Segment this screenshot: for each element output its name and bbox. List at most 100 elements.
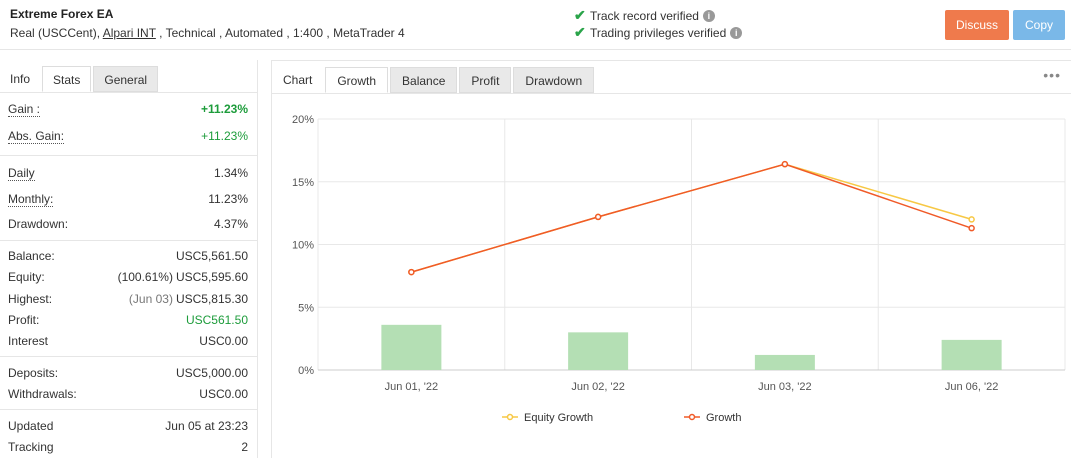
divider xyxy=(0,356,257,357)
info-icon[interactable]: i xyxy=(702,9,715,22)
stat-value: +11.23% xyxy=(200,102,248,116)
stat-label[interactable]: Daily xyxy=(8,166,35,181)
stat-label: Withdrawals: xyxy=(8,387,77,401)
growth-point xyxy=(968,224,975,232)
divider xyxy=(0,240,257,241)
x-tick-label: Jun 03, '22 xyxy=(758,381,811,393)
stat-label[interactable]: Gain : xyxy=(8,102,41,117)
y-tick-label: 10% xyxy=(292,240,314,252)
stat-label: Equity: xyxy=(8,270,45,284)
divider xyxy=(0,155,257,156)
growth-chart-svg: 0% 5% 10% 15% 20% Jun 01, '22 Jun 02, '22 Jun 0… xyxy=(292,114,1066,424)
stat-label[interactable]: Abs. Gain: xyxy=(8,129,65,144)
tab-chart[interactable]: Chart xyxy=(272,67,324,93)
stat-value: USC0.00 xyxy=(199,334,248,348)
legend-swatch-marker xyxy=(688,413,696,421)
stat-tracking: Tracking 2 xyxy=(8,440,248,458)
stat-drawdown: Drawdown: 4.37% xyxy=(8,217,248,235)
y-tick-label: 20% xyxy=(292,114,314,126)
stat-value: USC5,000.00 xyxy=(175,366,248,380)
system-header: Extreme Forex EA Real (USCCent), Alpari … xyxy=(0,0,1071,50)
tab-general[interactable]: General xyxy=(93,66,159,92)
stat-highest: Highest: (Jun 03) USC5,815.30 xyxy=(8,292,248,310)
stat-value-group: (100.61%) USC5,595.60 xyxy=(118,270,248,284)
stat-label: Highest: xyxy=(8,292,53,306)
tab-drawdown[interactable]: Drawdown xyxy=(513,67,595,93)
stat-label: Drawdown: xyxy=(8,217,69,231)
growth-line xyxy=(411,163,972,273)
more-dots-icon[interactable]: ••• xyxy=(1043,67,1061,83)
stat-value: USC5,595.60 xyxy=(175,270,248,284)
discuss-button[interactable]: Discuss xyxy=(945,10,1009,40)
growth-point xyxy=(781,160,789,168)
broker-link[interactable]: Alpari INT xyxy=(102,26,156,40)
chart-tab-bar: Chart Growth Balance Profit Drawdown xyxy=(272,67,596,93)
divider xyxy=(0,409,257,410)
stat-gain: Gain : +11.23% xyxy=(8,102,248,120)
stat-profit: Profit: USC561.50 xyxy=(8,313,248,331)
tab-balance[interactable]: Balance xyxy=(390,67,458,93)
stat-value: 2 xyxy=(241,440,248,454)
equity-percent: (100.61%) xyxy=(117,270,173,284)
system-title: Extreme Forex EA xyxy=(10,7,114,21)
daily-bar xyxy=(754,354,815,370)
stat-value: 1.34% xyxy=(213,166,248,180)
stat-deposits: Deposits: USC5,000.00 xyxy=(8,366,248,384)
stat-label: Interest xyxy=(8,334,49,348)
stat-withdrawals: Withdrawals: USC0.00 xyxy=(8,387,248,405)
y-tick-label: 0% xyxy=(298,365,314,377)
growth-point xyxy=(408,268,415,276)
system-details: , Technical , Automated , 1:400 , MetaTr… xyxy=(155,26,405,40)
chart-panel: Chart Growth Balance Profit Drawdown •••… xyxy=(271,60,1071,458)
stat-monthly: Monthly: 11.23% xyxy=(8,192,248,210)
track-record-verified: ✔ Track record verified i xyxy=(574,7,715,24)
checkmark-icon: ✔ xyxy=(574,7,586,23)
copy-button[interactable]: Copy xyxy=(1013,10,1065,40)
stat-equity: Equity: (100.61%) USC5,595.60 xyxy=(8,270,248,288)
tab-info[interactable]: Info xyxy=(0,66,41,92)
x-tick-label: Jun 06, '22 xyxy=(945,381,998,393)
stat-label[interactable]: Monthly: xyxy=(8,192,54,207)
highest-date: (Jun 03) xyxy=(128,292,173,306)
stat-value: 4.37% xyxy=(213,217,248,231)
tab-growth[interactable]: Growth xyxy=(325,67,389,93)
tab-stats[interactable]: Stats xyxy=(42,66,92,92)
track-record-label: Track record verified xyxy=(590,8,699,23)
stat-value: USC5,815.30 xyxy=(175,292,248,306)
daily-bar xyxy=(381,324,442,370)
stat-label: Balance: xyxy=(8,249,55,263)
equity-growth-point xyxy=(968,216,975,223)
daily-bar xyxy=(941,339,1002,370)
x-tick-label: Jun 01, '22 xyxy=(385,381,438,393)
stat-label: Deposits: xyxy=(8,366,59,380)
stat-value: +11.23% xyxy=(201,129,248,143)
x-tick-label: Jun 02, '22 xyxy=(571,381,624,393)
left-tab-bar: Info Stats General xyxy=(0,66,160,92)
growth-chart: 0% 5% 10% 15% 20% Jun 01, '22 Jun 02, '22 Jun 0… xyxy=(272,93,1071,458)
legend-label[interactable]: Equity Growth xyxy=(524,412,593,424)
stat-label: Updated xyxy=(8,419,54,433)
trading-privileges-verified: ✔ Trading privileges verified i xyxy=(574,24,743,41)
stat-daily: Daily 1.34% xyxy=(8,166,248,184)
legend-swatch-marker xyxy=(506,413,514,421)
checkmark-icon: ✔ xyxy=(574,24,586,40)
stat-value: USC561.50 xyxy=(185,313,248,327)
stat-balance: Balance: USC5,561.50 xyxy=(8,249,248,267)
stat-value: USC0.00 xyxy=(199,387,248,401)
stat-value: USC5,561.50 xyxy=(175,249,248,263)
tab-profit[interactable]: Profit xyxy=(459,67,512,93)
stat-value: 11.23% xyxy=(208,192,248,206)
account-type: Real (USCCent), xyxy=(10,26,103,40)
y-tick-label: 5% xyxy=(298,302,314,314)
system-meta: Real (USCCent), Alpari INT , Technical ,… xyxy=(10,26,405,40)
info-icon[interactable]: i xyxy=(730,26,743,39)
stat-updated: Updated Jun 05 at 23:23 xyxy=(8,419,248,437)
growth-point xyxy=(594,213,602,221)
stats-list: Gain : +11.23% Abs. Gain: +11.23% Daily … xyxy=(0,92,257,454)
legend-label[interactable]: Growth xyxy=(706,412,741,424)
daily-bar xyxy=(568,332,629,370)
stats-panel: Info Stats General Gain : +11.23% Abs. G… xyxy=(0,60,258,458)
stat-value: Jun 05 at 23:23 xyxy=(165,419,248,433)
stat-label: Tracking xyxy=(8,440,54,454)
stat-label: Profit: xyxy=(8,313,40,327)
